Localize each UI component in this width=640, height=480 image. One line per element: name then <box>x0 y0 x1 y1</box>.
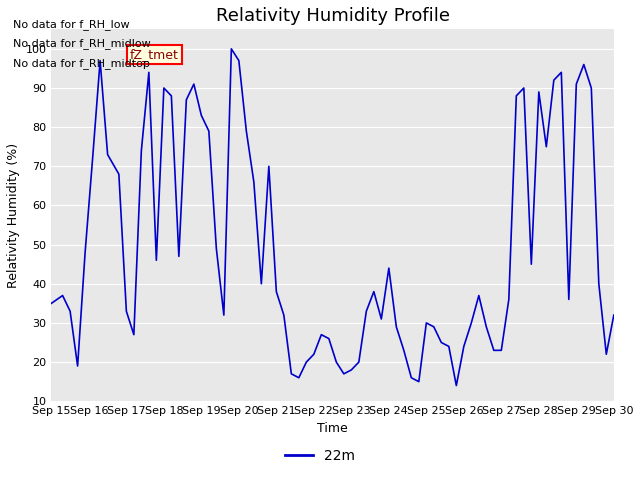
Y-axis label: Relativity Humidity (%): Relativity Humidity (%) <box>7 143 20 288</box>
X-axis label: Time: Time <box>317 421 348 435</box>
Text: No data for f_RH_low: No data for f_RH_low <box>13 19 129 30</box>
Text: fZ_tmet: fZ_tmet <box>130 48 179 61</box>
Title: Relativity Humidity Profile: Relativity Humidity Profile <box>216 7 449 25</box>
Legend: 22m: 22m <box>280 443 360 468</box>
Text: No data for f_RH_midlow: No data for f_RH_midlow <box>13 38 150 49</box>
Text: No data for f_RH_midtop: No data for f_RH_midtop <box>13 58 150 69</box>
